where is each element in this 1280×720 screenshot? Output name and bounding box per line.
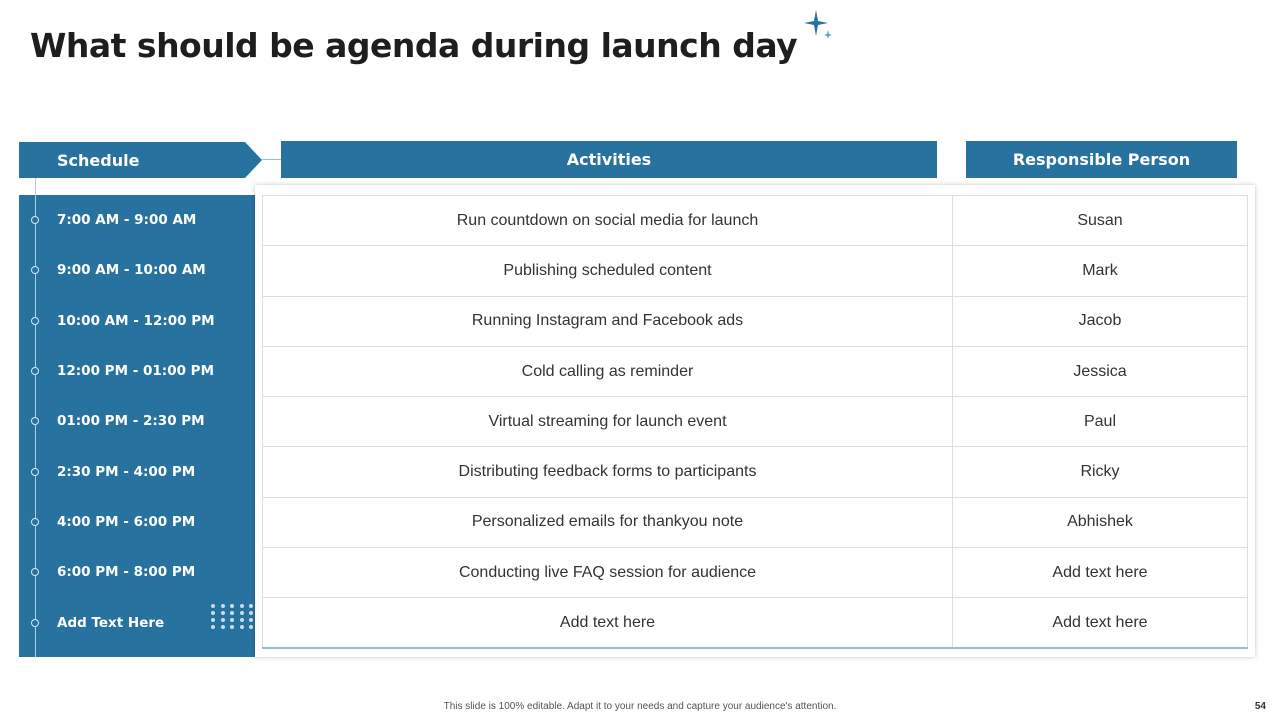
time-range: 6:00 PM - 8:00 PM: [57, 564, 196, 581]
pattern-dot: [230, 611, 235, 615]
timeline-dot: [31, 367, 39, 376]
person-cell: Mark: [952, 245, 1248, 297]
timeline-dot: [31, 316, 39, 325]
page-title: What should be agenda during launch day: [30, 26, 798, 65]
pattern-dot: [230, 604, 235, 608]
pattern-dot: [220, 625, 225, 629]
time-range: 2:30 PM - 4:00 PM: [57, 463, 196, 480]
pattern-dot: [230, 625, 235, 629]
pattern-dot: [220, 611, 225, 615]
person-cell: Abhishek: [952, 496, 1248, 549]
pattern-dot: [239, 625, 244, 629]
pattern-dot: [249, 625, 254, 629]
sparkle-icon: [804, 10, 832, 39]
schedule-panel: [19, 195, 255, 657]
person-cell: Jacob: [952, 295, 1248, 347]
activity-cell: Virtual streaming for launch event: [262, 396, 953, 448]
pattern-dot: [239, 604, 244, 608]
time-range: 4:00 PM - 6:00 PM: [57, 513, 196, 530]
schedule-slot: 6:00 PM - 8:00 PM: [19, 547, 255, 597]
activity-cell: Add text here: [262, 597, 953, 649]
activity-cell: Run countdown on social media for launch: [262, 194, 953, 247]
timeline-dot: [31, 216, 39, 225]
pattern-dot: [211, 611, 215, 615]
pattern-dot: [211, 604, 215, 608]
table-row: Running Instagram and Facebook ads Jacob: [262, 295, 1248, 347]
timeline-dot: [31, 517, 39, 526]
person-cell: Jessica: [952, 345, 1248, 398]
page-number: 54: [1254, 701, 1266, 712]
table-row: Personalized emails for thankyou note Abh…: [262, 496, 1248, 549]
pattern-dot: [220, 604, 225, 608]
table-row: Cold calling as reminder Jessica: [262, 345, 1248, 398]
table-row: Virtual streaming for launch event Paul: [262, 396, 1248, 448]
schedule-slot: 7:00 AM - 9:00 AM: [19, 195, 255, 245]
activity-cell: Cold calling as reminder: [262, 345, 953, 398]
schedule-slot: 10:00 AM - 12:00 PM: [19, 296, 255, 346]
table-row: Run countdown on social media for launch…: [262, 194, 1248, 247]
activity-cell: Publishing scheduled content: [262, 245, 953, 297]
time-range: 7:00 AM - 9:00 AM: [57, 212, 197, 229]
activity-cell: Personalized emails for thankyou note: [262, 496, 953, 549]
pattern-dot: [249, 618, 254, 622]
time-range: 9:00 AM - 10:00 AM: [57, 262, 206, 279]
pattern-dot: [230, 618, 235, 622]
table-row: Conducting live FAQ session for audience…: [262, 547, 1248, 599]
activity-cell: Conducting live FAQ session for audience: [262, 547, 953, 599]
schedule-slot: 12:00 PM - 01:00 PM: [19, 346, 255, 396]
timeline-dot: [31, 467, 39, 476]
agenda-table: Run countdown on social media for launch…: [262, 194, 1248, 650]
responsible-header: Responsible Person: [966, 141, 1237, 178]
pattern-dot: [249, 611, 254, 615]
schedule-slot: Add Text Here: [19, 597, 255, 647]
footer-note: This slide is 100% editable. Adapt it to…: [443, 701, 837, 712]
pattern-dot: [211, 618, 215, 622]
activity-cell: Distributing feedback forms to participa…: [262, 446, 953, 498]
time-range: 01:00 PM - 2:30 PM: [57, 413, 205, 430]
time-range: Add Text Here: [57, 614, 165, 631]
pattern-dot: [211, 625, 215, 629]
connector-line: [262, 159, 281, 160]
person-cell: Paul: [952, 396, 1248, 448]
pattern-dot: [249, 604, 254, 608]
time-range: 10:00 AM - 12:00 PM: [57, 312, 215, 329]
person-cell: Ricky: [952, 446, 1248, 498]
schedule-header: Schedule: [19, 142, 245, 178]
person-cell: Add text here: [952, 597, 1248, 649]
pattern-dot: [239, 618, 244, 622]
person-cell: Add text here: [952, 547, 1248, 599]
schedule-slot: 4:00 PM - 6:00 PM: [19, 497, 255, 547]
pattern-dot: [239, 611, 244, 615]
person-cell: Susan: [952, 194, 1248, 247]
schedule-slot: 9:00 AM - 10:00 AM: [19, 245, 255, 295]
activity-cell: Running Instagram and Facebook ads: [262, 295, 953, 347]
table-row: Add text here Add text here: [262, 597, 1248, 649]
timeline-dot: [31, 618, 39, 627]
timeline-dot: [31, 568, 39, 577]
table-row: Distributing feedback forms to participa…: [262, 446, 1248, 498]
time-range: 12:00 PM - 01:00 PM: [57, 363, 215, 380]
schedule-arrow: [245, 142, 262, 178]
schedule-slot: 01:00 PM - 2:30 PM: [19, 396, 255, 446]
pattern-dot: [220, 618, 225, 622]
schedule-slot: 2:30 PM - 4:00 PM: [19, 447, 255, 497]
timeline-dot: [31, 417, 39, 426]
timeline-dot: [31, 266, 39, 275]
activities-header: Activities: [281, 141, 937, 178]
table-row: Publishing scheduled content Mark: [262, 245, 1248, 297]
